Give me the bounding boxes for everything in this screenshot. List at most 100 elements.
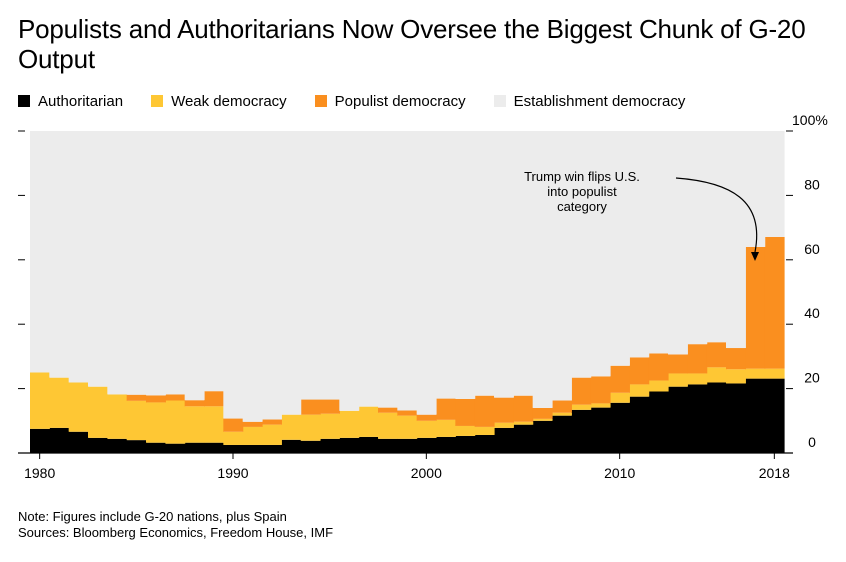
bar-establishment-democracy-1996 — [339, 131, 360, 411]
bar-establishment-democracy-2004 — [494, 131, 514, 398]
bar-authoritarian-2002 — [455, 435, 476, 453]
annotation-line-2: into populist — [547, 184, 617, 199]
bar-populist-democracy-2010 — [610, 365, 630, 393]
legend-label-authoritarian: Authoritarian — [38, 92, 124, 110]
bar-authoritarian-1986 — [146, 442, 166, 453]
bar-authoritarian-2017 — [745, 378, 766, 453]
chart-title: Populists and Authoritarians Now Oversee… — [18, 14, 806, 74]
legend-item-establishment-democracy: Establishment democracy — [493, 93, 685, 110]
bar-weak-democracy-1991 — [242, 426, 263, 445]
bar-authoritarian-2000 — [416, 437, 437, 453]
y-tick-label-40: 40 — [804, 305, 820, 321]
bar-weak-democracy-1986 — [146, 402, 166, 443]
bar-populist-democracy-2005 — [513, 395, 534, 422]
bar-weak-democracy-1995 — [320, 413, 340, 439]
bar-authoritarian-1997 — [358, 436, 379, 453]
note-text: Note: Figures include G-20 nations, plus… — [18, 509, 287, 524]
bar-establishment-democracy-1983 — [88, 131, 108, 387]
legend-swatch-populist-democracy — [314, 95, 327, 107]
bar-populist-democracy-2004 — [494, 397, 514, 423]
bar-authoritarian-2016 — [726, 383, 746, 453]
bar-populist-democracy-2017 — [745, 246, 766, 369]
x-tick-label-2010: 2010 — [604, 465, 635, 481]
bar-authoritarian-1995 — [320, 438, 340, 453]
bar-weak-democracy-2015 — [706, 367, 727, 383]
bar-weak-democracy-2011 — [629, 384, 650, 397]
bar-populist-democracy-1995 — [320, 399, 340, 414]
bar-populist-democracy-1989 — [204, 391, 224, 407]
bar-establishment-democracy-1990 — [223, 131, 244, 419]
bar-authoritarian-2001 — [436, 436, 456, 453]
legend-item-weak-democracy: Weak democracy — [151, 93, 287, 110]
bar-authoritarian-2010 — [610, 402, 630, 453]
bar-establishment-democracy-1997 — [358, 131, 379, 407]
bar-populist-democracy-2002 — [455, 398, 476, 426]
bar-populist-democracy-2003 — [474, 395, 495, 427]
bar-authoritarian-2018 — [764, 378, 785, 453]
bar-authoritarian-1983 — [88, 437, 108, 453]
bar-establishment-democracy-1985 — [126, 131, 147, 395]
bar-populist-democracy-1990 — [223, 418, 244, 432]
bar-establishment-democracy-1998 — [378, 131, 398, 408]
bar-weak-democracy-1999 — [397, 415, 418, 439]
bar-authoritarian-1999 — [397, 438, 418, 453]
bar-weak-democracy-1988 — [184, 406, 205, 443]
bar-weak-democracy-2009 — [590, 403, 611, 408]
bar-weak-democracy-2010 — [610, 392, 630, 403]
bar-authoritarian-1987 — [165, 443, 186, 453]
y-tick-label-60: 60 — [804, 241, 820, 257]
bar-weak-democracy-1992 — [262, 424, 282, 445]
bar-populist-democracy-2016 — [726, 348, 746, 370]
bar-authoritarian-2005 — [513, 424, 534, 453]
bar-establishment-democracy-1980 — [30, 131, 50, 373]
bar-establishment-democracy-2002 — [455, 131, 476, 399]
x-tick-label-1990: 1990 — [217, 465, 248, 481]
bar-populist-democracy-1988 — [184, 400, 205, 407]
legend-swatch-weak-democracy — [151, 95, 164, 107]
bar-authoritarian-2014 — [687, 384, 708, 453]
annotation-line-1: Trump win flips U.S. — [524, 169, 640, 184]
bar-establishment-democracy-2007 — [552, 131, 572, 401]
bar-weak-democracy-1993 — [281, 414, 302, 440]
bar-establishment-democracy-1984 — [107, 131, 128, 395]
sources-text: Sources: Bloomberg Economics, Freedom Ho… — [18, 525, 334, 540]
annotation-arrow-line — [675, 177, 758, 253]
bar-establishment-democracy-1991 — [242, 131, 263, 422]
bar-establishment-democracy-1999 — [397, 131, 418, 411]
bar-authoritarian-2011 — [629, 396, 650, 453]
bar-establishment-democracy-2000 — [416, 131, 437, 415]
bar-weak-democracy-2006 — [532, 418, 553, 421]
bar-populist-democracy-1987 — [165, 394, 186, 401]
annotation-arrow-head — [751, 252, 759, 261]
bar-authoritarian-1996 — [339, 437, 360, 453]
bar-authoritarian-2004 — [494, 427, 514, 453]
legend-label-populist-democracy: Populist democracy — [334, 92, 466, 110]
bar-populist-democracy-2008 — [571, 377, 592, 405]
y-tick-label-20: 20 — [804, 370, 820, 386]
bar-weak-democracy-2004 — [494, 422, 514, 428]
bar-weak-democracy-2016 — [726, 369, 746, 384]
bar-establishment-democracy-1992 — [262, 131, 282, 420]
bar-establishment-democracy-1994 — [300, 131, 321, 400]
bar-establishment-democracy-2005 — [513, 131, 534, 396]
bar-weak-democracy-1994 — [300, 414, 321, 441]
bar-populist-democracy-2007 — [552, 400, 572, 413]
bar-populist-democracy-1998 — [378, 407, 398, 413]
bar-authoritarian-1981 — [49, 427, 70, 453]
bar-weak-democracy-2000 — [416, 420, 437, 438]
bar-weak-democracy-2018 — [764, 368, 785, 379]
bar-weak-democracy-1980 — [30, 372, 50, 429]
bar-establishment-democracy-1993 — [281, 131, 302, 415]
bar-authoritarian-1994 — [300, 440, 321, 453]
legend-swatch-authoritarian — [18, 95, 30, 107]
y-tick-label-80: 80 — [804, 176, 820, 192]
bar-weak-democracy-1987 — [165, 400, 186, 444]
bar-weak-democracy-1982 — [68, 382, 89, 432]
bar-establishment-democracy-2015 — [706, 131, 727, 343]
bar-populist-democracy-2018 — [764, 236, 785, 369]
bar-authoritarian-2009 — [590, 407, 611, 453]
bar-authoritarian-1980 — [30, 428, 50, 453]
bar-weak-democracy-2003 — [474, 426, 495, 435]
bar-populist-democracy-2014 — [687, 344, 708, 374]
bar-establishment-democracy-2012 — [648, 131, 669, 354]
